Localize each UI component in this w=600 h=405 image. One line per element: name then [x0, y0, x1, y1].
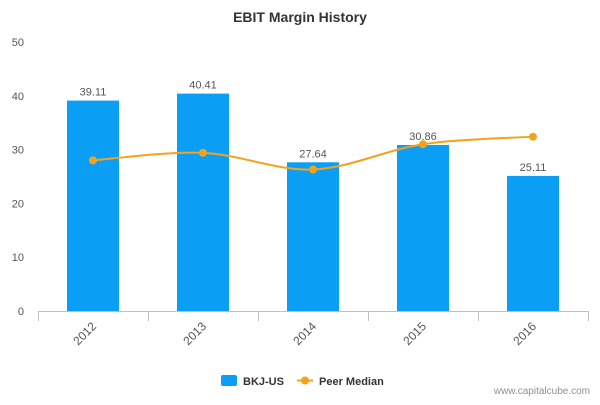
- legend-peer-median-marker: [301, 376, 309, 385]
- bar-series: [67, 93, 559, 312]
- chart-title: EBIT Margin History: [233, 9, 367, 25]
- bar[interactable]: [287, 162, 339, 311]
- x-tick-label: 2012: [70, 319, 99, 348]
- x-tick-label: 2015: [400, 319, 429, 348]
- bar-data-label: 40.41: [189, 80, 217, 92]
- legend-bkj-us-swatch: [221, 375, 237, 386]
- peer-median-point[interactable]: [89, 156, 97, 165]
- x-tick-label: 2014: [290, 319, 319, 348]
- x-tick-label: 2016: [510, 319, 539, 348]
- legend-item-peer-median[interactable]: Peer Median: [297, 376, 384, 388]
- bar[interactable]: [507, 175, 559, 311]
- legend-bkj-us-label: BKJ-US: [243, 376, 284, 388]
- y-tick-label: 0: [18, 306, 24, 318]
- bar-data-label: 25.11: [520, 162, 547, 174]
- bar-data-label: 30.86: [409, 131, 437, 143]
- bar[interactable]: [397, 144, 449, 311]
- peer-median-series: [89, 132, 537, 174]
- legend[interactable]: BKJ-US Peer Median: [221, 375, 384, 388]
- peer-median-point[interactable]: [419, 140, 427, 149]
- y-tick-label: 10: [12, 252, 24, 264]
- y-tick-label: 20: [12, 198, 24, 210]
- bar[interactable]: [67, 100, 119, 312]
- y-tick-label: 30: [12, 145, 24, 157]
- peer-median-point[interactable]: [309, 165, 317, 174]
- watermark: www.capitalcube.com: [493, 386, 590, 397]
- x-axis: 2012 2013 2014 2015 2016: [38, 311, 589, 348]
- legend-item-bkj-us[interactable]: BKJ-US: [221, 375, 284, 388]
- x-tick-label: 2013: [180, 319, 209, 348]
- bar-data-label: 39.11: [80, 87, 107, 99]
- y-axis: 0 10 20 30 40 50: [12, 37, 24, 318]
- peer-median-point[interactable]: [199, 148, 207, 157]
- y-tick-label: 50: [12, 37, 24, 49]
- y-tick-label: 40: [12, 91, 24, 103]
- bar-data-label: 27.64: [299, 148, 327, 160]
- bar-data-labels: 39.11 40.41 27.64 30.86 25.11: [80, 80, 547, 174]
- peer-median-point[interactable]: [529, 132, 537, 141]
- legend-peer-median-label: Peer Median: [319, 376, 384, 388]
- bar[interactable]: [177, 93, 229, 311]
